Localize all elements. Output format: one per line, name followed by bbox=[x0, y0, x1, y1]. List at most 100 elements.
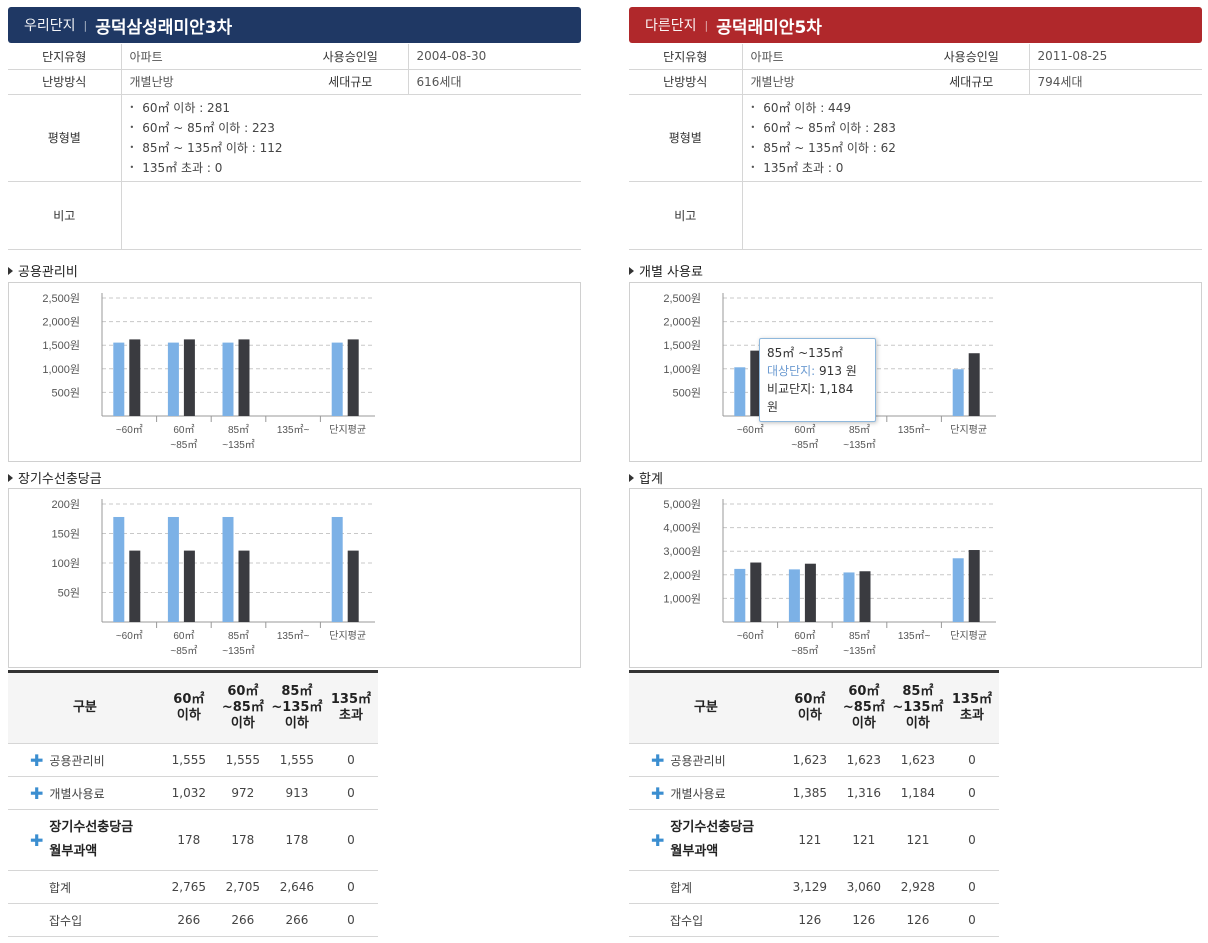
summary-row: 합계 2,765 2,705 2,646 0 bbox=[8, 870, 378, 904]
sizes-label: 평형별 bbox=[8, 94, 122, 182]
chart-bar[interactable] bbox=[183, 339, 195, 416]
size-item: 60㎡ 이하 : 281 bbox=[130, 98, 582, 118]
chart-bar[interactable] bbox=[859, 571, 871, 622]
type-label: 단지유형 bbox=[629, 44, 743, 70]
size-item: 135㎡ 초과 : 0 bbox=[751, 158, 1203, 178]
summary-cell: 178 bbox=[161, 809, 216, 871]
chart-bar[interactable] bbox=[788, 569, 800, 622]
chart-bar[interactable] bbox=[347, 550, 359, 622]
summary-header-size: 85㎡ ~135㎡ 이하 bbox=[890, 671, 945, 744]
chart-section-title: 공용관리비 bbox=[8, 261, 78, 280]
summary-row-label[interactable]: ✚ 공용관리비 bbox=[629, 743, 783, 777]
x-tick-label: 단지평균 bbox=[329, 424, 366, 436]
expand-plus-icon[interactable]: ✚ bbox=[651, 783, 665, 803]
chart-bar[interactable] bbox=[129, 550, 141, 622]
summary-header-category: 구분 bbox=[8, 671, 162, 744]
summary-cell: 0 bbox=[944, 870, 999, 904]
repair-reserve-chart: 200원 150원 100원 50원 ~60㎡ 60㎡ ~85㎡ 85㎡ ~135㎡ 135㎡~ 단… bbox=[8, 488, 581, 668]
chart-bar[interactable] bbox=[331, 516, 343, 622]
chart-bar[interactable] bbox=[734, 568, 746, 622]
x-tick-label: ~85㎡ bbox=[170, 439, 197, 451]
summary-cell: 126 bbox=[782, 903, 837, 937]
tooltip-line: 대상단지: 913 원 bbox=[767, 362, 868, 380]
summary-header-size: 85㎡ ~135㎡ 이하 bbox=[269, 671, 324, 744]
chart-bar[interactable] bbox=[734, 367, 746, 416]
summary-row: 잡수입 266 266 266 0 bbox=[8, 903, 378, 937]
summary-row: ✚ 공용관리비 1,623 1,623 1,623 0 bbox=[629, 743, 999, 777]
x-tick-label: ~85㎡ bbox=[170, 645, 197, 657]
header-separator: | bbox=[704, 18, 709, 32]
header-tag: 우리단지 bbox=[24, 18, 76, 34]
header-separator: | bbox=[83, 18, 88, 32]
chart-bar[interactable] bbox=[222, 342, 234, 416]
fee-summary-table: 구분 60㎡ 이하 60㎡ ~85㎡ 이하 85㎡ ~135㎡ 이하 135㎡ 초과 ✚ 공… bbox=[8, 670, 378, 937]
chart-bar[interactable] bbox=[113, 342, 125, 416]
summary-row: ✚ 공용관리비 1,555 1,555 1,555 0 bbox=[8, 743, 378, 777]
chart-section-title: 개별 사용료 bbox=[629, 261, 703, 280]
summary-label-text: 개별사용료 bbox=[49, 786, 105, 801]
chart-bar[interactable] bbox=[167, 516, 179, 622]
summary-row: ✚ 개별사용료 1,032 972 913 0 bbox=[8, 776, 378, 810]
summary-row: ✚장기수선충당금 월부과액 121 121 121 0 bbox=[629, 809, 999, 871]
y-tick-label: 2,000원 bbox=[42, 316, 80, 329]
summary-label-text: 합계 bbox=[670, 880, 693, 895]
x-tick-label: 단지평균 bbox=[950, 630, 987, 642]
y-tick-label: 2,500원 bbox=[663, 292, 701, 305]
sizes-list: 60㎡ 이하 : 449 60㎡ ~ 85㎡ 이하 : 283 85㎡ ~ 13… bbox=[743, 98, 1203, 178]
x-tick-label: 85㎡ bbox=[228, 424, 249, 436]
chart-section-title: 합계 bbox=[629, 468, 663, 487]
chart-bar[interactable] bbox=[129, 339, 141, 416]
y-tick-label: 100원 bbox=[52, 557, 80, 570]
summary-cell: 266 bbox=[215, 903, 270, 937]
approval-value: 2011-08-25 bbox=[1029, 44, 1202, 70]
summary-cell: 0 bbox=[323, 870, 378, 904]
chart-bar[interactable] bbox=[222, 516, 234, 622]
summary-row-label[interactable]: ✚장기수선충당금 월부과액 bbox=[629, 809, 783, 871]
heating-value: 개별난방 bbox=[121, 69, 293, 95]
expand-plus-icon[interactable]: ✚ bbox=[30, 783, 44, 803]
x-tick-label: 60㎡ bbox=[794, 630, 815, 642]
chart-bar[interactable] bbox=[968, 353, 980, 416]
chart-bar[interactable] bbox=[750, 350, 762, 416]
chart-bar[interactable] bbox=[238, 339, 250, 416]
x-tick-label: 135㎡~ bbox=[898, 424, 931, 436]
chart-bar[interactable] bbox=[750, 562, 762, 622]
type-value: 아파트 bbox=[742, 44, 914, 70]
sizes-label: 평형별 bbox=[629, 94, 743, 182]
summary-row-label[interactable]: ✚ 공용관리비 bbox=[8, 743, 162, 777]
summary-label-text: 잡수입 bbox=[49, 913, 83, 928]
chart-bar[interactable] bbox=[183, 550, 195, 622]
section-arrow-icon bbox=[629, 473, 634, 482]
chart-bar[interactable] bbox=[113, 516, 125, 622]
chart-bar[interactable] bbox=[238, 550, 250, 622]
summary-row-label[interactable]: ✚ 개별사용료 bbox=[629, 776, 783, 810]
summary-row-label[interactable]: ✚ 개별사용료 bbox=[8, 776, 162, 810]
summary-cell: 178 bbox=[215, 809, 270, 871]
chart-bar[interactable] bbox=[952, 369, 964, 416]
size-item: 85㎡ ~ 135㎡ 이하 : 62 bbox=[751, 138, 1203, 158]
chart-bar[interactable] bbox=[347, 339, 359, 416]
y-tick-label: 2,000원 bbox=[663, 569, 701, 582]
households-value: 794세대 bbox=[1029, 69, 1202, 95]
size-item: 60㎡ ~ 85㎡ 이하 : 283 bbox=[751, 118, 1203, 138]
sizes-cell: 60㎡ 이하 : 281 60㎡ ~ 85㎡ 이하 : 223 85㎡ ~ 13… bbox=[121, 94, 582, 182]
summary-cell: 0 bbox=[944, 809, 999, 871]
expand-plus-icon[interactable]: ✚ bbox=[30, 750, 44, 770]
x-tick-label: 60㎡ bbox=[794, 424, 815, 436]
chart-bar[interactable] bbox=[968, 550, 980, 622]
summary-cell: 1,184 bbox=[890, 776, 945, 810]
summary-row-label[interactable]: ✚장기수선충당금 월부과액 bbox=[8, 809, 162, 871]
x-tick-label: ~85㎡ bbox=[791, 645, 818, 657]
chart-bar[interactable] bbox=[167, 342, 179, 416]
summary-row: 잡수입 126 126 126 0 bbox=[629, 903, 999, 937]
chart-bar[interactable] bbox=[804, 563, 816, 622]
summary-cell: 0 bbox=[323, 809, 378, 871]
individual-fee-chart: 2,500원 2,000원 1,500원 1,000원 500원 ~60㎡ 60㎡ ~85㎡ 8… bbox=[629, 282, 1202, 462]
expand-plus-icon[interactable]: ✚ bbox=[651, 750, 665, 770]
chart-section-title: 장기수선충당금 bbox=[8, 468, 102, 487]
chart-bar[interactable] bbox=[952, 558, 964, 622]
expand-plus-icon[interactable]: ✚ bbox=[30, 830, 44, 850]
expand-plus-icon[interactable]: ✚ bbox=[651, 830, 665, 850]
chart-bar[interactable] bbox=[843, 572, 855, 622]
chart-bar[interactable] bbox=[331, 342, 343, 416]
